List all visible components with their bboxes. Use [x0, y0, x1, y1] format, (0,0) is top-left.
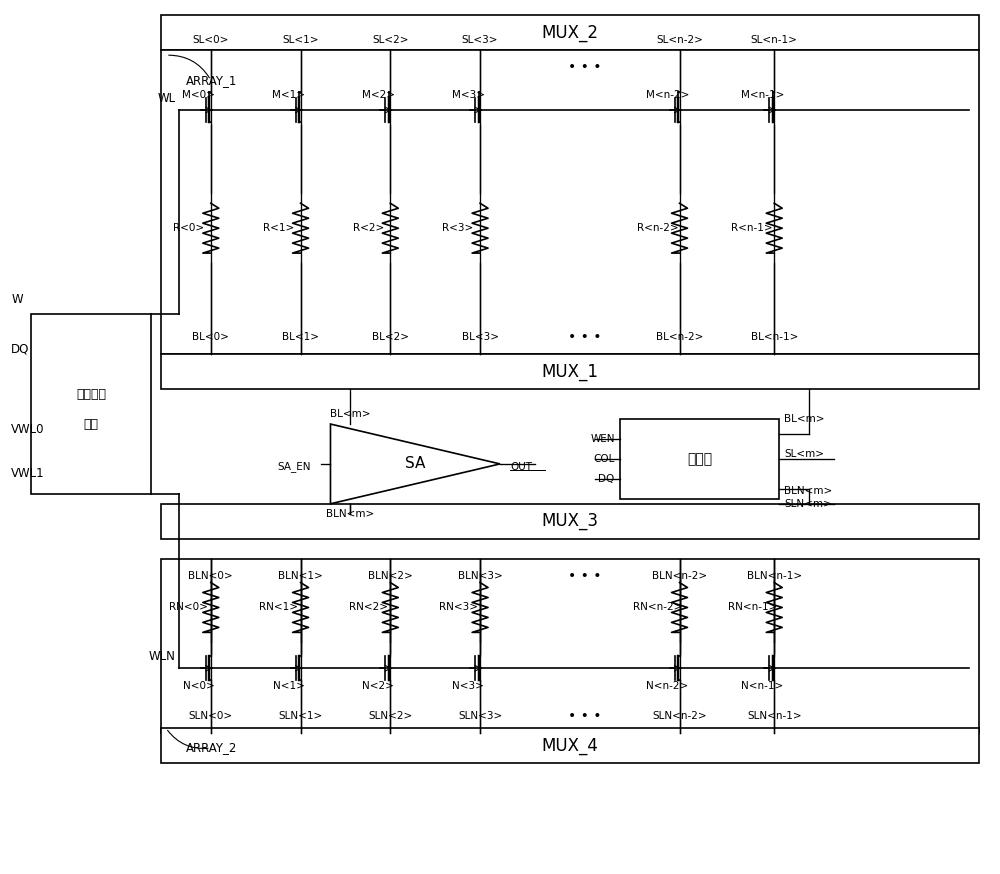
Text: SL<m>: SL<m>: [784, 449, 824, 459]
Text: N<1>: N<1>: [273, 681, 305, 691]
Text: M<3>: M<3>: [452, 90, 485, 101]
Text: N<n-1>: N<n-1>: [741, 681, 783, 691]
Text: SLN<1>: SLN<1>: [278, 711, 323, 721]
Text: 电平转换: 电平转换: [76, 388, 106, 400]
Text: WL: WL: [158, 92, 176, 105]
Text: BLN<m>: BLN<m>: [784, 486, 832, 496]
Text: SL<3>: SL<3>: [462, 35, 498, 45]
FancyBboxPatch shape: [161, 503, 979, 538]
Text: VWL1: VWL1: [11, 468, 45, 481]
Text: BL<n-1>: BL<n-1>: [751, 332, 798, 343]
Text: RN<2>: RN<2>: [349, 602, 388, 613]
Text: BLN<1>: BLN<1>: [278, 571, 323, 580]
FancyBboxPatch shape: [161, 728, 979, 763]
Text: N<0>: N<0>: [183, 681, 215, 691]
Text: SL<1>: SL<1>: [282, 35, 319, 45]
Text: SLN<2>: SLN<2>: [368, 711, 412, 721]
Text: SLN<3>: SLN<3>: [458, 711, 502, 721]
FancyBboxPatch shape: [161, 354, 979, 389]
Text: BL<n-2>: BL<n-2>: [656, 332, 703, 343]
Text: M<n-2>: M<n-2>: [646, 90, 689, 101]
Text: RN<3>: RN<3>: [439, 602, 478, 613]
Text: R<n-1>: R<n-1>: [731, 223, 773, 233]
Text: 写电路: 写电路: [687, 452, 712, 466]
Text: SL<2>: SL<2>: [372, 35, 409, 45]
Text: M<n-1>: M<n-1>: [741, 90, 784, 101]
Text: BLN<3>: BLN<3>: [458, 571, 502, 580]
Text: WLN: WLN: [149, 650, 176, 663]
Text: DQ: DQ: [11, 343, 30, 356]
Text: M<0>: M<0>: [182, 90, 215, 101]
Text: N<3>: N<3>: [452, 681, 484, 691]
Text: SLN<m>: SLN<m>: [784, 499, 832, 509]
Text: SLN<n-1>: SLN<n-1>: [747, 711, 802, 721]
Text: DQ: DQ: [598, 474, 615, 484]
Text: SLN<n-2>: SLN<n-2>: [652, 711, 707, 721]
Text: BL<3>: BL<3>: [462, 332, 499, 343]
Text: BLN<n-1>: BLN<n-1>: [747, 571, 802, 580]
FancyBboxPatch shape: [161, 16, 979, 50]
Text: • • •: • • •: [568, 709, 602, 723]
Text: M<2>: M<2>: [362, 90, 395, 101]
Text: MUX_4: MUX_4: [541, 737, 598, 754]
Text: SLN<0>: SLN<0>: [189, 711, 233, 721]
Text: SA_EN: SA_EN: [277, 461, 311, 472]
Text: WEN: WEN: [590, 434, 615, 444]
Text: RN<1>: RN<1>: [259, 602, 298, 613]
Text: BLN<0>: BLN<0>: [188, 571, 233, 580]
Text: 电路: 电路: [84, 418, 99, 431]
Text: ARRAY_2: ARRAY_2: [186, 741, 237, 754]
Text: BL<0>: BL<0>: [192, 332, 229, 343]
Text: VWL0: VWL0: [11, 422, 45, 435]
Text: SA: SA: [405, 456, 425, 471]
Text: BLN<m>: BLN<m>: [326, 509, 375, 519]
Text: R<3>: R<3>: [442, 223, 474, 233]
Text: RN<0>: RN<0>: [169, 602, 208, 613]
Text: • • •: • • •: [568, 330, 602, 344]
Text: • • •: • • •: [568, 569, 602, 583]
Text: R<2>: R<2>: [353, 223, 384, 233]
FancyBboxPatch shape: [31, 315, 151, 494]
Text: OUT: OUT: [510, 461, 532, 472]
Text: N<n-2>: N<n-2>: [646, 681, 689, 691]
Text: MUX_2: MUX_2: [541, 24, 598, 42]
Text: BL<m>: BL<m>: [784, 414, 825, 424]
Text: MUX_1: MUX_1: [541, 363, 598, 381]
Text: BLN<2>: BLN<2>: [368, 571, 413, 580]
Text: BL<2>: BL<2>: [372, 332, 409, 343]
Text: RN<n-1>: RN<n-1>: [728, 602, 777, 613]
Text: BL<m>: BL<m>: [330, 409, 371, 419]
Text: SL<0>: SL<0>: [193, 35, 229, 45]
Text: N<2>: N<2>: [362, 681, 394, 691]
Text: R<0>: R<0>: [173, 223, 204, 233]
Text: RN<n-2>: RN<n-2>: [633, 602, 682, 613]
Text: SL<n-1>: SL<n-1>: [751, 35, 798, 45]
FancyBboxPatch shape: [161, 558, 979, 733]
Text: R<n-2>: R<n-2>: [637, 223, 678, 233]
Text: BL<1>: BL<1>: [282, 332, 319, 343]
Text: MUX_3: MUX_3: [541, 512, 598, 531]
FancyBboxPatch shape: [620, 419, 779, 499]
Text: BLN<n-2>: BLN<n-2>: [652, 571, 707, 580]
Text: W: W: [11, 293, 23, 306]
Text: ARRAY_1: ARRAY_1: [186, 73, 237, 87]
Text: SL<n-2>: SL<n-2>: [656, 35, 703, 45]
Text: COL: COL: [593, 454, 615, 464]
FancyBboxPatch shape: [161, 50, 979, 354]
Text: R<1>: R<1>: [263, 223, 294, 233]
Text: M<1>: M<1>: [272, 90, 305, 101]
Text: • • •: • • •: [568, 60, 602, 74]
